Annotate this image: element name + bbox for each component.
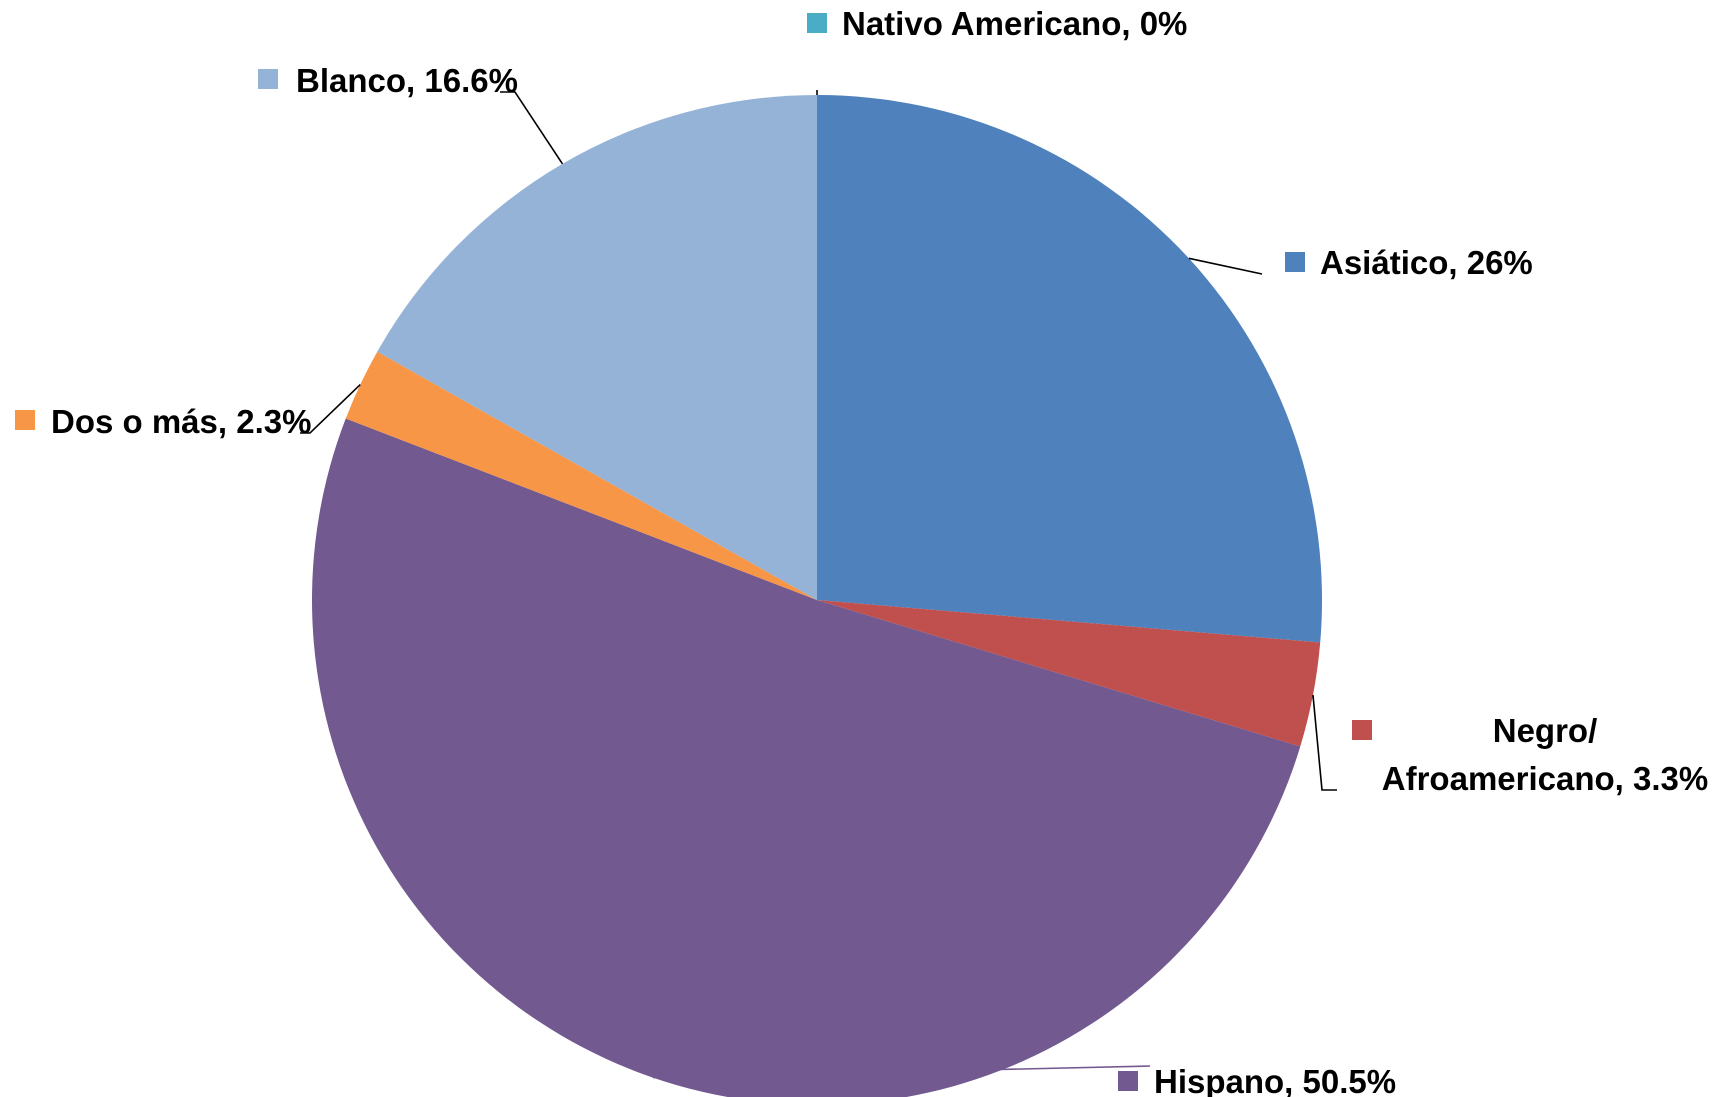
leader-lines [300,90,1337,1079]
pie-slices [312,95,1322,1097]
data-label-dos-o-mas: Dos o más, 2.3% [51,403,311,440]
leader-line-hispano [652,1065,1151,1079]
legend-key-negro-afroamericano [1352,720,1372,740]
pie-slice-negro-afroamericano [817,600,1321,747]
pie-slice-blanco [377,95,817,600]
data-label-asiatico: Asiático, 26% [1320,244,1533,281]
data-label-nativo-americano: Nativo Americano, 0% [842,5,1187,42]
label-nativo-americano: Nativo Americano, 0% [807,5,1187,42]
legend-key-nativo-americano [807,13,827,33]
legend-key-blanco [258,69,278,89]
legend-key-asiatico [1285,252,1305,272]
legend-key-dos-o-mas [15,410,35,430]
pie-slice-asiatico [817,95,1322,643]
label-hispano: Hispano, 50.5% [1118,1063,1396,1097]
data-label-negro-afroamericano-line2: Afroamericano, 3.3% [1382,760,1708,797]
data-label-negro-afroamericano: Negro/ [1493,712,1598,749]
leader-line-blanco [500,91,564,165]
pie-slice-hispano [312,418,1301,1097]
leader-line-dos-o-mas [300,383,361,434]
leader-line-asiatico [1188,257,1263,275]
legend-key-hispano [1118,1071,1138,1091]
label-negro-afroamericano: Negro/ Afroamericano, 3.3% [1352,712,1708,797]
label-blanco: Blanco, 16.6% [258,62,518,99]
label-dos-o-mas: Dos o más, 2.3% [15,403,311,440]
leader-line-negro-afroamericano [1312,694,1337,791]
label-asiatico: Asiático, 26% [1285,244,1533,281]
pie-slice-dos-o-mas [345,351,817,600]
data-label-hispano: Hispano, 50.5% [1154,1063,1396,1097]
data-label-blanco: Blanco, 16.6% [296,62,518,99]
